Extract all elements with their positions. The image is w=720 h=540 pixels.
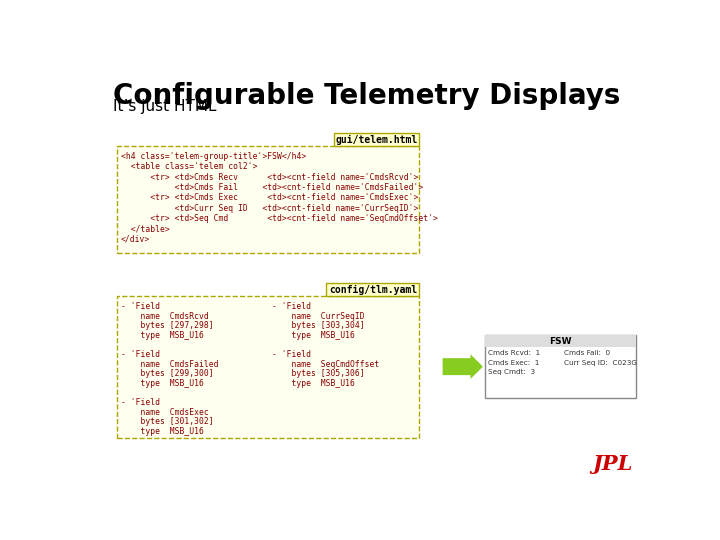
Text: <td>Curr Seq ID   <td><cnt-field name='CurrSeqID'>: <td>Curr Seq ID <td><cnt-field name='Cur… — [121, 204, 418, 213]
Text: <tr> <td>Cmds Recv      <td><cnt-field name='CmdsRcvd'>: <tr> <td>Cmds Recv <td><cnt-field name='… — [121, 173, 418, 181]
FancyBboxPatch shape — [485, 335, 636, 347]
Text: Cmds Rcvd:  1: Cmds Rcvd: 1 — [488, 350, 541, 356]
Text: name  CmdsFailed: name CmdsFailed — [121, 360, 218, 369]
Text: type  MSB_U16: type MSB_U16 — [272, 331, 355, 340]
Text: type  MSB_U16: type MSB_U16 — [121, 427, 204, 436]
FancyArrow shape — [443, 354, 483, 379]
Text: JPL: JPL — [593, 455, 632, 475]
Text: - 'Field: - 'Field — [121, 398, 160, 407]
Text: bytes [303,304]: bytes [303,304] — [272, 321, 365, 330]
Text: name  CmdsRcvd: name CmdsRcvd — [121, 312, 209, 321]
Text: <table class='telem col2'>: <table class='telem col2'> — [121, 162, 258, 171]
Text: - 'Field: - 'Field — [121, 302, 160, 311]
Text: - 'Field: - 'Field — [272, 302, 311, 311]
FancyBboxPatch shape — [334, 133, 419, 146]
Text: bytes [301,302]: bytes [301,302] — [121, 417, 214, 427]
Text: Cmds Fail:  0: Cmds Fail: 0 — [564, 350, 610, 356]
Text: Configurable Telemetry Displays: Configurable Telemetry Displays — [113, 82, 621, 110]
Text: <tr> <td>Cmds Exec      <td><cnt-field name='CmdsExec'>: <tr> <td>Cmds Exec <td><cnt-field name='… — [121, 193, 418, 202]
Text: - 'Field: - 'Field — [121, 350, 160, 359]
Text: </div>: </div> — [121, 235, 150, 244]
FancyBboxPatch shape — [117, 146, 419, 253]
FancyBboxPatch shape — [117, 296, 419, 438]
Text: <td>Cmds Fail     <td><cnt-field name='CmdsFailed'>: <td>Cmds Fail <td><cnt-field name='CmdsF… — [121, 183, 423, 192]
FancyBboxPatch shape — [485, 335, 636, 398]
Text: FSW: FSW — [549, 337, 572, 346]
Text: type  MSB_U16: type MSB_U16 — [121, 379, 204, 388]
Text: name  CurrSeqID: name CurrSeqID — [272, 312, 365, 321]
Text: <h4 class='telem-group-title'>FSW</h4>: <h4 class='telem-group-title'>FSW</h4> — [121, 152, 306, 161]
Text: Curr Seq ID:  C023G: Curr Seq ID: C023G — [564, 360, 637, 366]
Text: gui/telem.html: gui/telem.html — [336, 134, 418, 145]
Text: name  CmdsExec: name CmdsExec — [121, 408, 209, 417]
Text: It’s just HTML: It’s just HTML — [113, 99, 217, 114]
Text: <tr> <td>Seq Cmd        <td><cnt-field name='SeqCmdOffset'>: <tr> <td>Seq Cmd <td><cnt-field name='Se… — [121, 214, 438, 223]
Text: config/tlm.yaml: config/tlm.yaml — [329, 285, 417, 295]
Text: - 'Field: - 'Field — [272, 350, 311, 359]
Text: bytes [297,298]: bytes [297,298] — [121, 321, 214, 330]
FancyBboxPatch shape — [326, 284, 419, 296]
Text: bytes [305,306]: bytes [305,306] — [272, 369, 365, 379]
Text: Seq Cmdt:  3: Seq Cmdt: 3 — [488, 369, 536, 375]
Text: bytes [299,300]: bytes [299,300] — [121, 369, 214, 379]
Text: Cmds Exec:  1: Cmds Exec: 1 — [488, 360, 540, 366]
Text: name  SeqCmdOffset: name SeqCmdOffset — [272, 360, 379, 369]
Text: type  MSB_U16: type MSB_U16 — [121, 331, 204, 340]
Text: </table>: </table> — [121, 225, 170, 234]
Text: type  MSB_U16: type MSB_U16 — [272, 379, 355, 388]
